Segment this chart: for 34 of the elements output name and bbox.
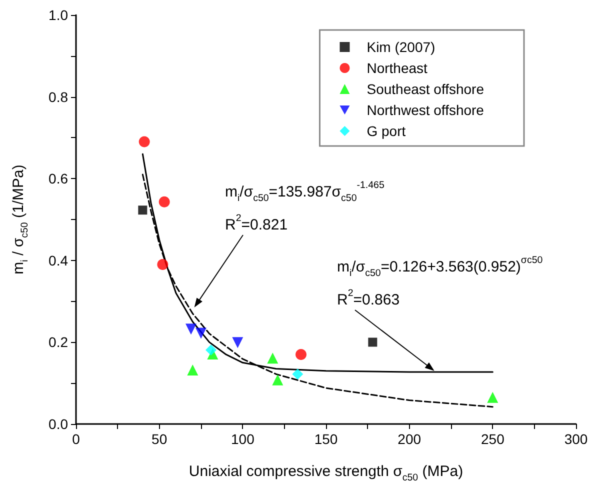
y-tick-label: 0.8 xyxy=(48,88,68,105)
point xyxy=(138,136,150,148)
x-tick-label: 0 xyxy=(72,431,80,447)
y-tick-label: 0.2 xyxy=(48,334,68,350)
x-tick-label: 250 xyxy=(480,431,505,447)
point xyxy=(157,258,168,270)
y-tick-label: 0.6 xyxy=(48,170,68,187)
x-tick-label: 100 xyxy=(230,431,255,447)
y-axis-title: mi / σc50 (1/MPa) xyxy=(10,164,30,274)
point xyxy=(186,324,196,335)
point xyxy=(187,364,198,376)
point xyxy=(292,368,304,380)
point xyxy=(272,374,284,386)
legend-label: Southeast offshore xyxy=(366,81,484,97)
point xyxy=(206,344,216,356)
legend-label: Northwest offshore xyxy=(366,102,484,118)
point xyxy=(158,196,170,208)
legend-label: G port xyxy=(366,123,406,139)
point xyxy=(487,392,498,403)
y-tick-label: 0.4 xyxy=(48,252,68,268)
point xyxy=(196,328,206,339)
legend-label: Kim (2007) xyxy=(366,39,436,55)
x-tick-label: 200 xyxy=(398,431,422,447)
x-tick-label: 300 xyxy=(564,431,588,447)
legend-label: Northeast xyxy=(366,60,428,76)
y-tick-label: 0.0 xyxy=(48,416,68,432)
x-tick-label: 50 xyxy=(152,431,168,447)
point xyxy=(267,352,278,364)
point xyxy=(368,338,378,347)
point xyxy=(232,337,244,348)
x-tick-label: 150 xyxy=(314,431,338,447)
y-tick-label: 1.0 xyxy=(48,7,68,23)
point xyxy=(138,206,148,215)
point xyxy=(296,348,306,360)
